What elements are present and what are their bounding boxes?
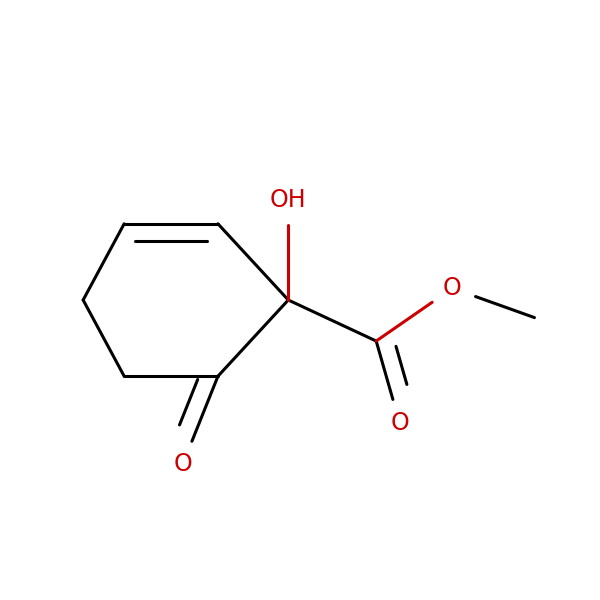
Text: OH: OH [270, 188, 307, 212]
Text: O: O [390, 411, 409, 435]
Text: O: O [173, 452, 192, 476]
Text: O: O [443, 276, 462, 300]
